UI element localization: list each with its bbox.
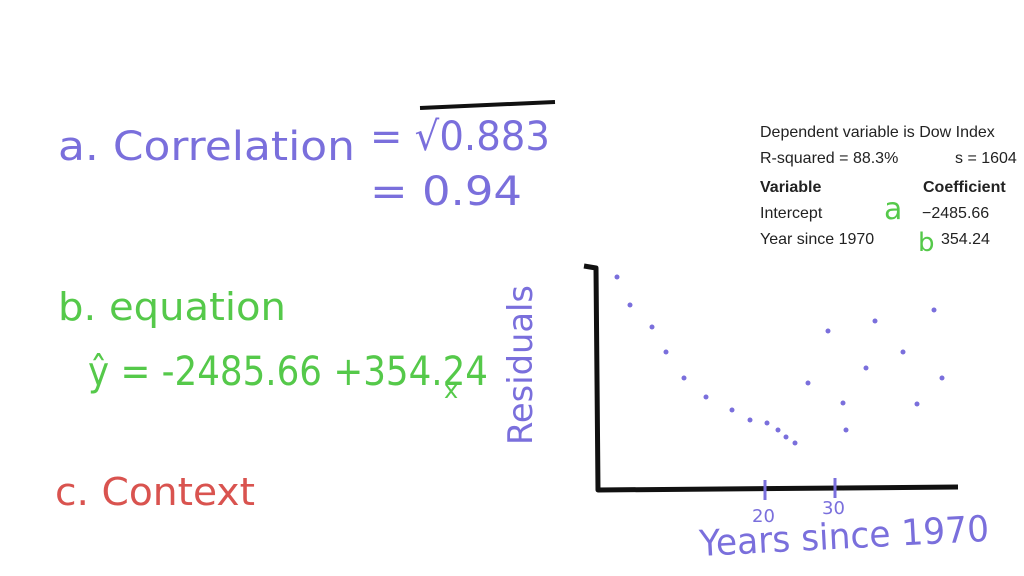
radical-bar [419, 100, 556, 110]
annotation: a [884, 192, 902, 227]
output-title: Dependent variable is Dow Index [760, 124, 995, 141]
part-b-variable: x [444, 376, 458, 404]
sketch-points [614, 274, 945, 446]
header-variable: Variable [760, 179, 821, 196]
annotation: b [918, 228, 935, 258]
part-a-expression: = √0.883 [370, 114, 550, 160]
sketch-tick-label: 30 [822, 498, 845, 519]
sketch-tick-label: 20 [752, 506, 775, 527]
header-coefficient: Coefficient [923, 179, 1006, 196]
row-coefficient: 354.24 [941, 231, 990, 248]
sketch-tick [763, 478, 837, 500]
part-b-label: b. equation [58, 285, 286, 329]
part-a-result: = 0.94 [370, 169, 522, 215]
sketch-axes [583, 263, 959, 493]
part-a-label: a. Correlation [58, 124, 355, 170]
r-squared: R-squared = 88.3% [760, 150, 898, 167]
row-coefficient: −2485.66 [922, 205, 989, 222]
part-b-equation: ŷ = -2485.66 +354.24 [88, 349, 488, 395]
part-c-label: c. Context [55, 470, 255, 514]
row-name: Intercept [760, 205, 823, 222]
row-name: Year since 1970 [760, 231, 874, 248]
std-error: s = 1604 [955, 150, 1017, 167]
sketch-y-label: Residuals [501, 285, 541, 445]
